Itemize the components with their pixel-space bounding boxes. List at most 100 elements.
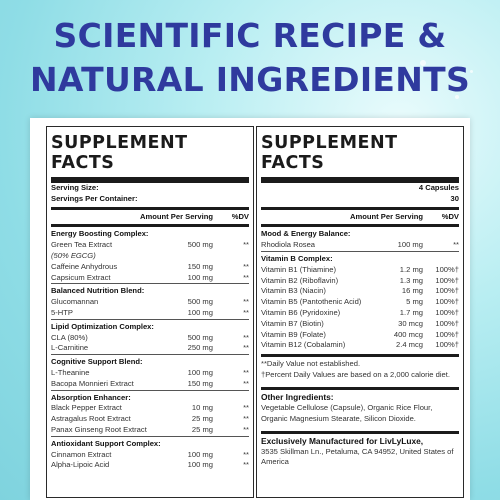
ingredient-name: Cinnamon Extract (51, 449, 112, 459)
column-header-right: Amount Per Serving %DV (261, 210, 459, 228)
sparkle (455, 95, 459, 99)
ingredient-row: Vitamin B5 (Pantothenic Acid) 5 mg 100%† (261, 297, 459, 308)
ingredient-amount (161, 251, 213, 262)
ingredient-name: Glucomannan (51, 297, 99, 307)
ingredient-name: Astragalus Root Extract (51, 414, 131, 424)
ingredient-name: Green Tea Extract (51, 240, 113, 250)
manufacturer-address: 3535 Skillman Ln., Petaluma, CA 94952, U… (261, 446, 454, 467)
ingredient-row: Vitamin B1 (Thiamine) 1.2 mg 100%† (261, 265, 459, 276)
ingredient-amount: 5 mg (406, 297, 423, 307)
ingredient-row: Rhodiola Rosea 100 mg ** (261, 240, 459, 251)
ingredient-name: Bacopa Monnieri Extract (51, 378, 134, 388)
ingredient-dv: 100%† (435, 307, 459, 317)
ingredient-dv: 100%† (435, 318, 459, 328)
other-ingredients-title: Other Ingredients: (261, 392, 334, 403)
ingredient-dv: ** (243, 343, 249, 353)
ingredient-amount: 150 mg (187, 261, 213, 271)
headline-line-2: NATURAL INGREDIENTS (29, 60, 471, 99)
ingredient-dv: 100%† (435, 340, 459, 350)
ingredient-row: Caffeine Anhydrous 150 mg ** (51, 262, 249, 273)
ingredient-name: Capsicum Extract (51, 272, 111, 282)
ingredient-dv: 100%† (435, 329, 459, 339)
ingredient-name: 5-HTP (51, 307, 73, 317)
ingredient-dv: ** (453, 240, 459, 250)
ingredient-name: L-Theanine (51, 367, 90, 377)
ingredient-amount: 150 mg (187, 378, 213, 388)
footnotes: **Daily Value not established. †Percent … (261, 357, 459, 384)
manufacturer-title: Exclusively Manufactured for LivLyLuxe, (261, 436, 424, 447)
facts-column-right: SUPPLEMENT FACTS 4 Capsules 30 Amount Pe… (256, 126, 464, 498)
serving-size-value: 4 Capsules (418, 183, 459, 192)
ingredient-dv: 100%† (435, 275, 459, 285)
ingredient-row: Alpha-Lipoic Acid 100 mg ** (51, 460, 249, 471)
ingredient-amount: 100 mg (187, 449, 213, 459)
ingredient-row: Panax Ginseng Root Extract 25 mg ** (51, 425, 249, 436)
footnote-2: †Percent Daily Values are based on a 2,0… (261, 369, 450, 379)
ingredient-sections-left: Energy Boosting Complex: Green Tea Extrac… (51, 227, 249, 471)
servings-value: 30 (261, 194, 459, 210)
other-ingredients: Other Ingredients: Vegetable Cellulose (… (261, 390, 459, 428)
section-title: Balanced Nutrition Blend: (51, 283, 249, 297)
facts-column-left: SUPPLEMENT FACTS Serving Size: Servings … (46, 126, 254, 498)
ingredient-dv: ** (243, 297, 249, 307)
ingredient-amount: 30 mcg (398, 318, 423, 328)
ingredient-name: Vitamin B6 (Pyridoxine) (261, 307, 341, 317)
ingredient-name: Vitamin B12 (Cobalamin) (261, 340, 346, 350)
ingredient-name: Caffeine Anhydrous (51, 261, 118, 271)
ingredient-amount: 25 mg (191, 414, 213, 424)
ingredient-dv: ** (243, 414, 249, 424)
ingredient-row: Glucomannan 500 mg ** (51, 297, 249, 308)
section-title: Energy Boosting Complex: (51, 229, 149, 239)
facts-title-right: SUPPLEMENT FACTS (261, 131, 459, 183)
ingredient-amount: 1.7 mg (399, 307, 423, 317)
ingredient-name: Panax Ginseng Root Extract (51, 424, 147, 434)
ingredient-amount: 1.2 mg (399, 264, 423, 274)
ingredient-name: Rhodiola Rosea (261, 240, 316, 250)
ingredient-amount: 2.4 mcg (395, 340, 423, 350)
ingredient-dv: ** (243, 240, 249, 250)
serving-size-label: Serving Size: (51, 183, 99, 192)
ingredient-dv: ** (243, 307, 249, 317)
ingredient-row: CLA (80%) 500 mg ** (51, 333, 249, 344)
ingredient-row: Vitamin B6 (Pyridoxine) 1.7 mg 100%† (261, 308, 459, 319)
other-ingredients-text: Vegetable Cellulose (Capsule), Organic R… (261, 402, 433, 423)
supplement-facts-panel: SUPPLEMENT FACTS Serving Size: Servings … (30, 118, 470, 500)
ingredient-dv: ** (243, 460, 249, 470)
ingredient-row: Vitamin B12 (Cobalamin) 2.4 mcg 100%† (261, 340, 459, 351)
ingredient-dv: 100%† (435, 286, 459, 296)
ingredient-row: Vitamin B3 (Niacin) 16 mg 100%† (261, 286, 459, 297)
ingredient-row: 5-HTP 100 mg ** (51, 308, 249, 319)
ingredient-row: Green Tea Extract 500 mg ** (51, 240, 249, 251)
ingredient-name: CLA (80%) (51, 332, 88, 342)
ingredient-amount: 400 mcg (393, 329, 423, 339)
ingredient-row: Black Pepper Extract 10 mg ** (51, 403, 249, 414)
section-title: Vitamin B Complex: (261, 250, 459, 265)
ingredient-name: (50% EGCG) (51, 250, 96, 260)
ingredient-amount: 1.3 mg (399, 275, 423, 285)
ingredient-name: Vitamin B3 (Niacin) (261, 286, 326, 296)
ingredient-row: Bacopa Monnieri Extract 150 mg ** (51, 379, 249, 390)
ingredient-row: Astragalus Root Extract 25 mg ** (51, 414, 249, 425)
ingredient-amount: 100 mg (187, 460, 213, 470)
vitamin-b-items: Vitamin B1 (Thiamine) 1.2 mg 100%† Vitamin … (261, 265, 459, 351)
ingredient-name: Vitamin B2 (Riboflavin) (261, 275, 339, 285)
ingredient-dv: 100%† (435, 297, 459, 307)
column-header-left: Amount Per Serving %DV (51, 210, 249, 228)
facts-title-left: SUPPLEMENT FACTS (51, 131, 249, 183)
ingredient-row: Vitamin B7 (Biotin) 30 mcg 100%† (261, 319, 459, 330)
ingredient-amount: 100 mg (187, 307, 213, 317)
mood-items: Rhodiola Rosea 100 mg ** (261, 240, 459, 251)
ingredient-amount: 16 mg (401, 286, 423, 296)
ingredient-dv: ** (243, 403, 249, 413)
ingredient-amount: 100 mg (187, 367, 213, 377)
ingredient-amount: 500 mg (187, 240, 213, 250)
ingredient-dv: ** (243, 367, 249, 377)
ingredient-name: Alpha-Lipoic Acid (51, 460, 110, 470)
ingredient-name: Black Pepper Extract (51, 403, 122, 413)
ingredient-row: Cinnamon Extract 100 mg ** (51, 450, 249, 461)
ingredient-name: Vitamin B9 (Folate) (261, 329, 326, 339)
ingredient-dv: ** (243, 272, 249, 282)
ingredient-row: (50% EGCG) (51, 251, 249, 262)
sparkle (470, 70, 473, 73)
section-title: Lipid Optimization Complex: (51, 318, 249, 333)
